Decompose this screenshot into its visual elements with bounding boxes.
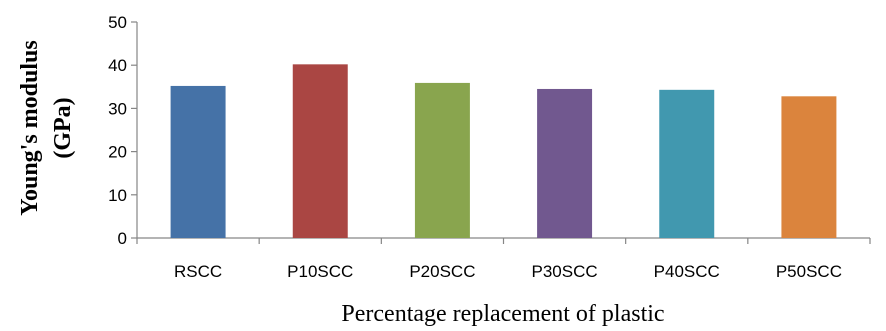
category-label: P20SCC xyxy=(409,262,475,281)
y-axis-title-line2: (GPa) xyxy=(50,97,76,158)
bar-rscc xyxy=(170,85,226,238)
category-label: P30SCC xyxy=(532,262,598,281)
bars xyxy=(170,64,837,239)
category-label: P10SCC xyxy=(287,262,353,281)
y-tick-label: 20 xyxy=(108,143,127,162)
bar-p30scc xyxy=(537,88,593,239)
x-axis-ticks xyxy=(136,238,871,244)
y-axis-ticks: 0 10 20 30 40 50 xyxy=(108,13,137,248)
bar-p50scc xyxy=(781,96,837,238)
y-axis-title-line1: Young's modulus xyxy=(17,40,43,215)
y-tick-label: 30 xyxy=(108,99,127,118)
y-axis-title: Young's modulus (GPa) xyxy=(17,40,76,215)
category-label: P50SCC xyxy=(776,262,842,281)
y-tick-label: 50 xyxy=(108,13,127,32)
y-tick-label: 10 xyxy=(108,186,127,205)
category-labels: RSCC P10SCC P20SCC P30SCC P40SCC P50SCC xyxy=(174,262,842,281)
x-axis-title: Percentage replacement of plastic xyxy=(341,301,664,327)
category-label: P40SCC xyxy=(654,262,720,281)
category-label: RSCC xyxy=(174,262,222,281)
bar-p40scc xyxy=(659,89,715,238)
bar-p10scc xyxy=(292,64,348,238)
y-tick-label: 0 xyxy=(118,229,127,248)
bar-p20scc xyxy=(414,82,470,238)
y-tick-label: 40 xyxy=(108,56,127,75)
